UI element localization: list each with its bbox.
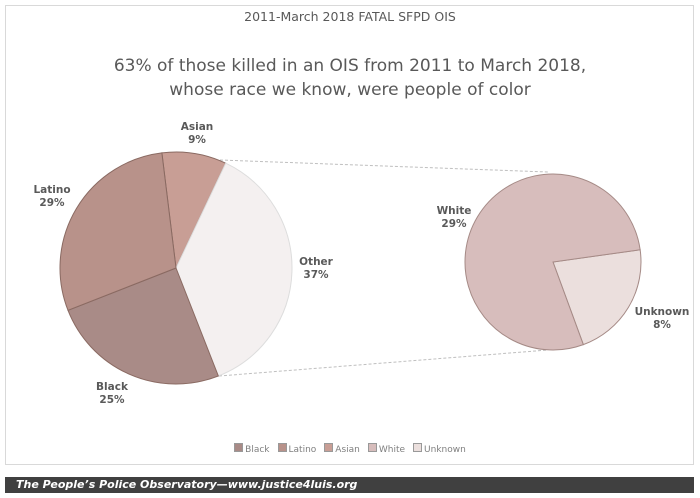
legend-item-latino: Latino xyxy=(277,443,317,455)
legend-label: White xyxy=(378,445,406,455)
title-line-1: 63% of those killed in an OIS from 2011 … xyxy=(113,56,587,76)
legend-swatch xyxy=(413,443,423,452)
legend-label: Asian xyxy=(335,445,360,455)
legend-item-black: Black xyxy=(234,443,270,455)
legend-swatch xyxy=(324,443,334,452)
label-unknown: Unknown 8% xyxy=(635,306,690,331)
label-latino: Latino 29% xyxy=(33,184,70,209)
label-other: Other 37% xyxy=(299,256,334,281)
legend-label: Latino xyxy=(288,445,317,455)
chart-title: 63% of those killed in an OIS from 2011 … xyxy=(0,54,700,102)
connector-bottom xyxy=(218,349,549,377)
legend-label: Unknown xyxy=(424,445,466,455)
legend-item-asian: Asian xyxy=(324,443,360,455)
footer-banner: The People’s Police Observatory—www.just… xyxy=(5,477,694,493)
pie-slice-white xyxy=(464,173,641,351)
title-line-2: whose race we know, were people of color xyxy=(169,80,531,100)
legend: Black Latino Asian White Unknown xyxy=(0,443,700,455)
legend-label: Black xyxy=(245,445,270,455)
pie-slice-other xyxy=(175,162,293,377)
pie-slice-black xyxy=(67,267,219,385)
legend-item-unknown: Unknown xyxy=(413,443,466,455)
legend-item-white: White xyxy=(367,443,406,455)
chart-supertitle: 2011-March 2018 FATAL SFPD OIS xyxy=(244,9,456,24)
legend-swatch xyxy=(277,443,287,452)
label-black: Black 25% xyxy=(96,381,129,406)
pie-slice-latino xyxy=(59,152,177,311)
label-white: White 29% xyxy=(437,205,472,230)
legend-swatch xyxy=(367,443,377,452)
chart-frame xyxy=(5,5,694,465)
connector-top xyxy=(219,159,549,173)
label-asian: Asian 9% xyxy=(181,121,214,146)
legend-swatch xyxy=(234,443,244,452)
